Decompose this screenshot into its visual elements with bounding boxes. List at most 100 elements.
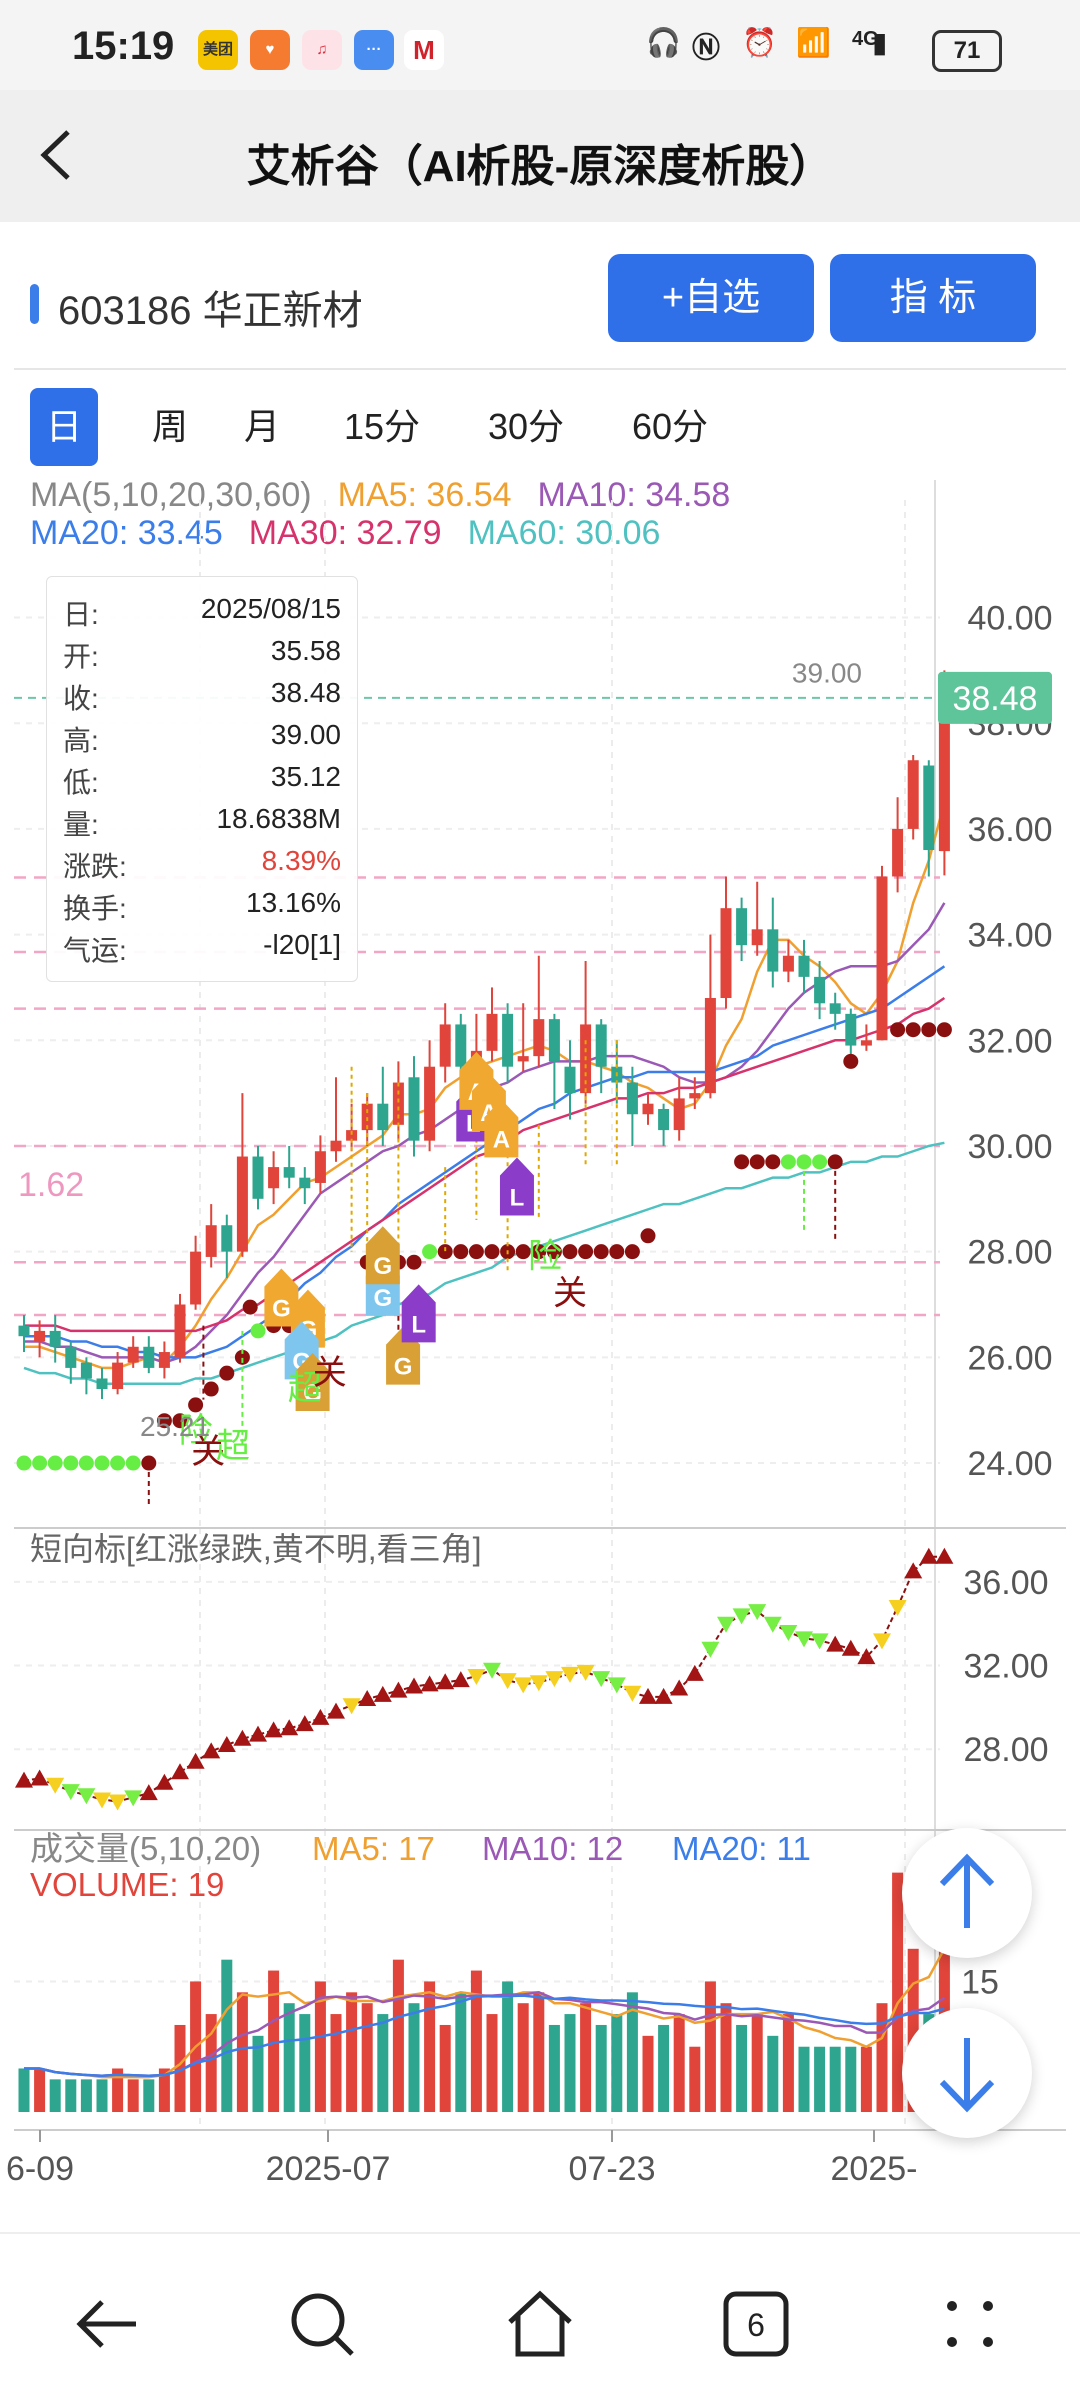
- volume-bar: [424, 1981, 436, 2112]
- signal-annotation: 关: [191, 1433, 225, 1471]
- oscillator-triangle: [748, 1604, 767, 1621]
- tip-value: 18.6838M: [216, 803, 341, 834]
- y-tick-label: 40.00: [967, 600, 1052, 638]
- volume-bar: [782, 2014, 794, 2112]
- nav-menu-icon[interactable]: [930, 2284, 1010, 2364]
- oscillator-triangle: [826, 1635, 845, 1652]
- signal-dot: [905, 1022, 921, 1038]
- badge-label: L: [411, 1311, 426, 1338]
- oscillator-triangle: [607, 1677, 626, 1694]
- candle-body: [158, 1352, 170, 1368]
- signal-annotation: 关: [313, 1354, 347, 1392]
- volume-bar: [377, 2014, 389, 2112]
- volume-bar: [673, 2014, 685, 2112]
- oscillator-triangle: [280, 1719, 299, 1736]
- oscillator-triangle: [311, 1708, 330, 1725]
- y-tick-label: 24.00: [967, 1445, 1052, 1483]
- last-price-tag: [938, 671, 1052, 724]
- ma5-value: MA5: 36.54: [337, 476, 512, 514]
- nav-home-icon[interactable]: [500, 2284, 580, 2364]
- candle-body: [330, 1140, 342, 1152]
- tab-60min[interactable]: 60分: [631, 406, 709, 447]
- nav-back-icon[interactable]: [68, 2284, 148, 2364]
- oscillator-triangle: [77, 1788, 96, 1805]
- volume-legend-3: MA20: 11: [672, 1830, 811, 1867]
- tip-value: -l20[1]: [263, 929, 341, 960]
- back-button[interactable]: [30, 120, 90, 190]
- candle-body: [236, 1156, 248, 1252]
- signal-dot: [242, 1299, 258, 1315]
- volume-bar: [439, 2024, 451, 2112]
- battery-indicator: 71: [932, 30, 1002, 72]
- volume-bar: [158, 2068, 170, 2112]
- tab-week[interactable]: 周: [151, 406, 188, 447]
- bank-icon: M: [404, 30, 444, 70]
- candle-body: [346, 1130, 358, 1141]
- candle-body: [517, 1056, 529, 1062]
- volume-bar: [470, 1970, 482, 2112]
- volume-bar: [642, 2035, 654, 2112]
- candle-body: [626, 1082, 638, 1115]
- badge-shape: [499, 1157, 534, 1216]
- low-price-label: 25.21: [140, 1411, 210, 1442]
- volume-bar: [892, 1872, 904, 2112]
- ma-legend-label: MA(5,10,20,30,60): [30, 476, 312, 514]
- tip-key: 低:: [63, 767, 99, 798]
- scroll-up-button[interactable]: [902, 1828, 1032, 1958]
- signal-dot: [406, 1254, 422, 1270]
- tip-key: 换手:: [63, 893, 127, 924]
- tip-row-high: 高: 39.00: [47, 711, 357, 756]
- volume-bar: [502, 1981, 514, 2112]
- tab-month[interactable]: 月: [243, 406, 280, 447]
- candle-body: [299, 1177, 311, 1189]
- volume-bar: [112, 2068, 124, 2112]
- signal-dot: [936, 1022, 952, 1038]
- oscillator-triangle: [93, 1792, 111, 1809]
- nav-tabs-icon[interactable]: 6: [716, 2284, 796, 2364]
- candle-body: [65, 1346, 77, 1368]
- volume-bar: [408, 2003, 420, 2112]
- oscillator-triangle: [810, 1633, 829, 1650]
- candle-body: [392, 1082, 404, 1125]
- badge-shape: [484, 1099, 519, 1158]
- volume-bar: [174, 2024, 186, 2112]
- add-watchlist-button[interactable]: +自选: [608, 254, 814, 342]
- candle-body: [564, 1066, 576, 1094]
- volume-bar: [907, 1948, 919, 2112]
- oscillator-triangle: [732, 1608, 751, 1625]
- signal-dot: [624, 1244, 640, 1260]
- y-tick-label: 32.00: [967, 1022, 1052, 1060]
- signal-dot: [890, 1022, 906, 1038]
- kline-chart[interactable]: 40.0038.0036.0034.0032.0030.0028.0026.00…: [0, 470, 1080, 2230]
- volume-bar: [34, 2068, 46, 2112]
- tab-15min[interactable]: 15分: [343, 406, 421, 447]
- volume-bar: [486, 2014, 498, 2112]
- divider: [14, 368, 1066, 370]
- signal-annotation: 关: [553, 1274, 587, 1312]
- candle-body: [658, 1108, 670, 1131]
- clock: 15:19: [72, 24, 175, 68]
- tab-30min[interactable]: 30分: [487, 406, 565, 447]
- oscillator-triangle: [545, 1671, 564, 1688]
- signal-dot: [468, 1244, 484, 1260]
- candle-body: [455, 1024, 467, 1067]
- oscillator-title: 短向标[红涨绿跌,黄不明,看三角]: [30, 1531, 482, 1567]
- nav-search-icon[interactable]: [282, 2284, 362, 2364]
- scroll-down-button[interactable]: [902, 2008, 1032, 2138]
- volume-bar: [611, 2014, 623, 2112]
- signal-dot: [780, 1154, 796, 1170]
- oscillator-triangle: [935, 1547, 954, 1564]
- tab-day[interactable]: 日: [30, 388, 98, 466]
- indicator-button[interactable]: 指 标: [830, 254, 1036, 342]
- oscillator-triangle: [249, 1725, 267, 1742]
- volume-bar: [798, 2046, 810, 2112]
- oscillator-triangle: [498, 1673, 517, 1690]
- signal-dot: [437, 1244, 453, 1260]
- signal-annotation: 险: [528, 1238, 562, 1276]
- tip-key: 高:: [63, 725, 99, 756]
- arrow-down-icon: [939, 2038, 995, 2113]
- candle-body: [486, 1013, 498, 1051]
- oscillator-triangle: [795, 1631, 813, 1648]
- oscillator-triangle: [576, 1664, 595, 1681]
- signal-dot: [219, 1365, 235, 1381]
